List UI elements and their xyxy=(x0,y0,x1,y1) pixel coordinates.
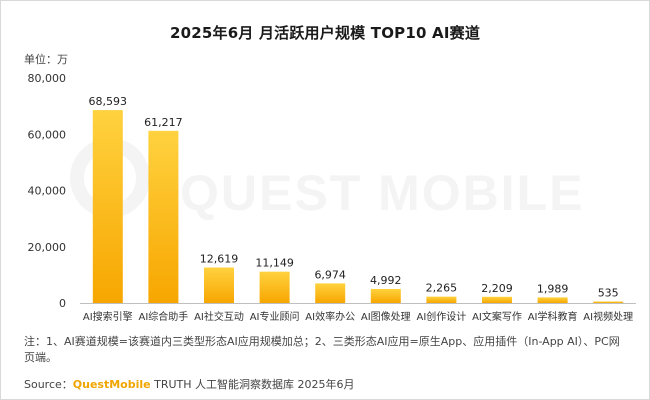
y-tick-label: 40,000 xyxy=(28,185,67,198)
bar-value-label: 12,619 xyxy=(200,253,239,266)
footnote: 注：1、AI赛道规模=该赛道内三类型形态AI应用规模加总；2、三类形态AI应用=… xyxy=(24,335,620,364)
y-tick-label: 60,000 xyxy=(28,128,67,141)
source-prefix: Source： xyxy=(24,378,73,391)
bar-value-label: 6,974 xyxy=(314,268,346,281)
bar xyxy=(148,130,179,303)
y-tick-label: 0 xyxy=(59,297,66,310)
unit-label: 单位：万 xyxy=(24,53,68,66)
bar-value-label: 2,265 xyxy=(426,282,458,295)
bars: 68,593 61,217 12,619 11,149 6,974 4,992 2,265 2… xyxy=(89,95,624,303)
bar-value-label: 68,593 xyxy=(89,95,128,108)
source-line: Source：QuestMobile TRUTH 人工智能洞察数据库 2025年… xyxy=(24,376,355,392)
bar xyxy=(204,267,234,303)
x-tick-label: AI效率办公 xyxy=(305,310,355,323)
bar xyxy=(482,296,512,303)
x-tick-label: AI专业顾问 xyxy=(250,310,300,323)
x-tick-label: AI创作设计 xyxy=(417,310,467,323)
source-rest: TRUTH 人工智能洞察数据库 2025年6月 xyxy=(150,378,355,391)
bar xyxy=(370,288,401,303)
x-tick-label: AI综合助手 xyxy=(139,310,189,323)
bar xyxy=(315,283,346,303)
y-tick-label: 20,000 xyxy=(28,241,67,254)
bar-value-label: 4,992 xyxy=(370,274,402,287)
x-tick-label: AI视频处理 xyxy=(583,310,633,323)
x-tick-label: AI社交互动 xyxy=(194,310,244,323)
x-axis: AI搜索引擎 AI综合助手 AI社交互动 AI专业顾问 AI效率办公 AI图像处理 AI创作… xyxy=(80,303,636,323)
chart-title: 2025年6月 月活跃用户规模 TOP10 AI赛道 xyxy=(169,24,481,42)
x-tick-label: AI搜索引擎 xyxy=(83,310,133,323)
bar-value-label: 61,217 xyxy=(144,116,183,129)
bar-value-label: 2,209 xyxy=(481,282,513,295)
bar xyxy=(537,297,568,303)
x-tick-label: AI文案写作 xyxy=(472,310,522,323)
bar-value-label: 11,149 xyxy=(255,257,294,270)
bar-value-label: 1,989 xyxy=(537,282,569,295)
bar xyxy=(426,296,457,303)
y-tick-label: 80,000 xyxy=(28,72,67,85)
watermark-text: QUEST MOBILE xyxy=(180,165,585,221)
bar-value-label: 535 xyxy=(598,286,619,299)
bar xyxy=(259,271,290,303)
y-axis: 0 20,000 40,000 60,000 80,000 xyxy=(28,72,67,310)
watermark: QUEST MOBILE xyxy=(30,118,630,248)
x-tick-label: AI图像处理 xyxy=(361,311,411,323)
bar xyxy=(92,110,123,303)
source-brand: QuestMobile xyxy=(72,378,151,391)
bar xyxy=(593,301,624,303)
x-tick-label: AI学科教育 xyxy=(528,310,578,323)
